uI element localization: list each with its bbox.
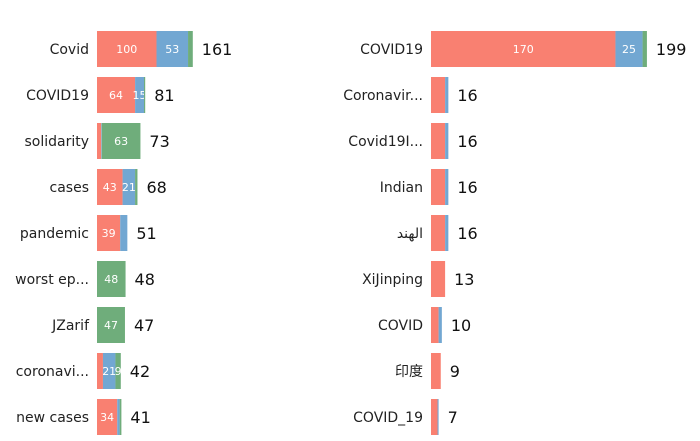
segment-value-label: 100 [116,43,137,56]
right-panel: COVID19 170 25 199 Coronavir... 16 Covid19I...… [343,31,686,435]
category-label: COVID [378,318,423,334]
category-label: new cases [16,410,89,426]
bar-segment-blue [445,77,449,113]
bar-segment-red [431,77,446,113]
total-value-label: 16 [457,178,477,197]
bar-segment-red [431,31,616,67]
total-value-label: 73 [149,132,169,151]
segment-value-label: 34 [100,411,114,424]
bar-segment-red [97,353,103,389]
bar-segment-green [188,31,193,67]
segment-value-label: 170 [513,43,534,56]
segment-value-label: 21 [102,365,116,378]
bar-segment-blue [102,353,116,389]
category-label: Covid19I... [348,134,423,150]
total-value-label: 7 [448,408,458,427]
bar-segment-red [97,215,121,251]
category-label: pandemic [20,226,89,242]
category-label: الهند [397,226,423,242]
total-value-label: 13 [454,270,474,289]
total-value-label: 10 [451,316,471,335]
total-value-label: 9 [450,362,460,381]
bar-segment-blue [101,123,102,159]
bar-segment-green [115,353,121,389]
bar-segment-red [97,123,102,159]
bar-segment-red [431,169,446,205]
bar-segment-red [431,261,446,297]
bar-segment-green [642,31,647,67]
bar-segment-blue [445,123,449,159]
total-value-label: 161 [202,40,233,59]
bar-segment-red [97,399,118,435]
total-value-label: 68 [146,178,166,197]
segment-value-label: 21 [122,181,136,194]
category-label: cases [50,180,89,196]
category-label: worst ep... [15,272,89,288]
segment-value-label: 39 [102,227,116,240]
bar-segment-green [101,123,141,159]
category-label: COVID19 [360,42,423,58]
segment-value-label: 43 [103,181,117,194]
bar-segment-blue [445,169,449,205]
total-value-label: 81 [154,86,174,105]
bar-segment-blue [615,31,643,67]
total-value-label: 199 [656,40,687,59]
category-label: JZarif [51,318,90,334]
bar-segment-red [97,77,136,113]
bar-segment-red [431,307,439,343]
bar-segment-green [135,169,138,205]
bar-segment-blue [135,77,145,113]
left-panel: Covid 100 53 161 COVID19 64 15 81 solidarity 63 73… [15,31,232,435]
bar-segment-red [431,215,446,251]
total-value-label: 41 [130,408,150,427]
total-value-label: 16 [457,132,477,151]
category-label: solidarity [24,134,89,150]
total-value-label: 51 [136,224,156,243]
total-value-label: 42 [130,362,150,381]
segment-value-label: 48 [104,273,118,286]
bar-segment-green [119,399,122,435]
bar-segment-blue [156,31,189,67]
category-label: Indian [380,180,423,196]
segment-value-label: 15 [133,89,147,102]
category-label: COVID_19 [353,410,423,426]
bar-segment-green [144,77,146,113]
bar-segment-green [97,261,126,297]
bar-segment-red [431,353,441,389]
category-label: XiJinping [362,272,423,288]
category-label: COVID19 [26,88,89,104]
segment-value-label: 47 [104,319,118,332]
total-value-label: 16 [457,86,477,105]
bar-segment-red [431,123,446,159]
total-value-label: 48 [135,270,155,289]
segment-value-label: 25 [622,43,636,56]
bar-segment-red [97,169,123,205]
category-label: Coronavir... [343,88,423,104]
bar-segment-red [97,31,157,67]
bar-segment-green [97,307,125,343]
bar-segment-blue [438,307,442,343]
total-value-label: 16 [457,224,477,243]
bar-segment-blue [445,215,449,251]
category-label: coronavi... [16,364,89,380]
segment-value-label: 64 [109,89,123,102]
total-value-label: 47 [134,316,154,335]
bar-segment-red [431,399,438,435]
segment-value-label: 63 [114,135,128,148]
segment-value-label: 53 [165,43,179,56]
category-label: Covid [50,42,89,58]
segment-value-label: 9 [115,365,122,378]
bar-segment-blue [437,399,439,435]
category-label: 印度 [395,364,423,380]
bar-segment-blue [122,169,136,205]
bar-segment-blue [117,399,120,435]
bar-segment-blue [120,215,128,251]
